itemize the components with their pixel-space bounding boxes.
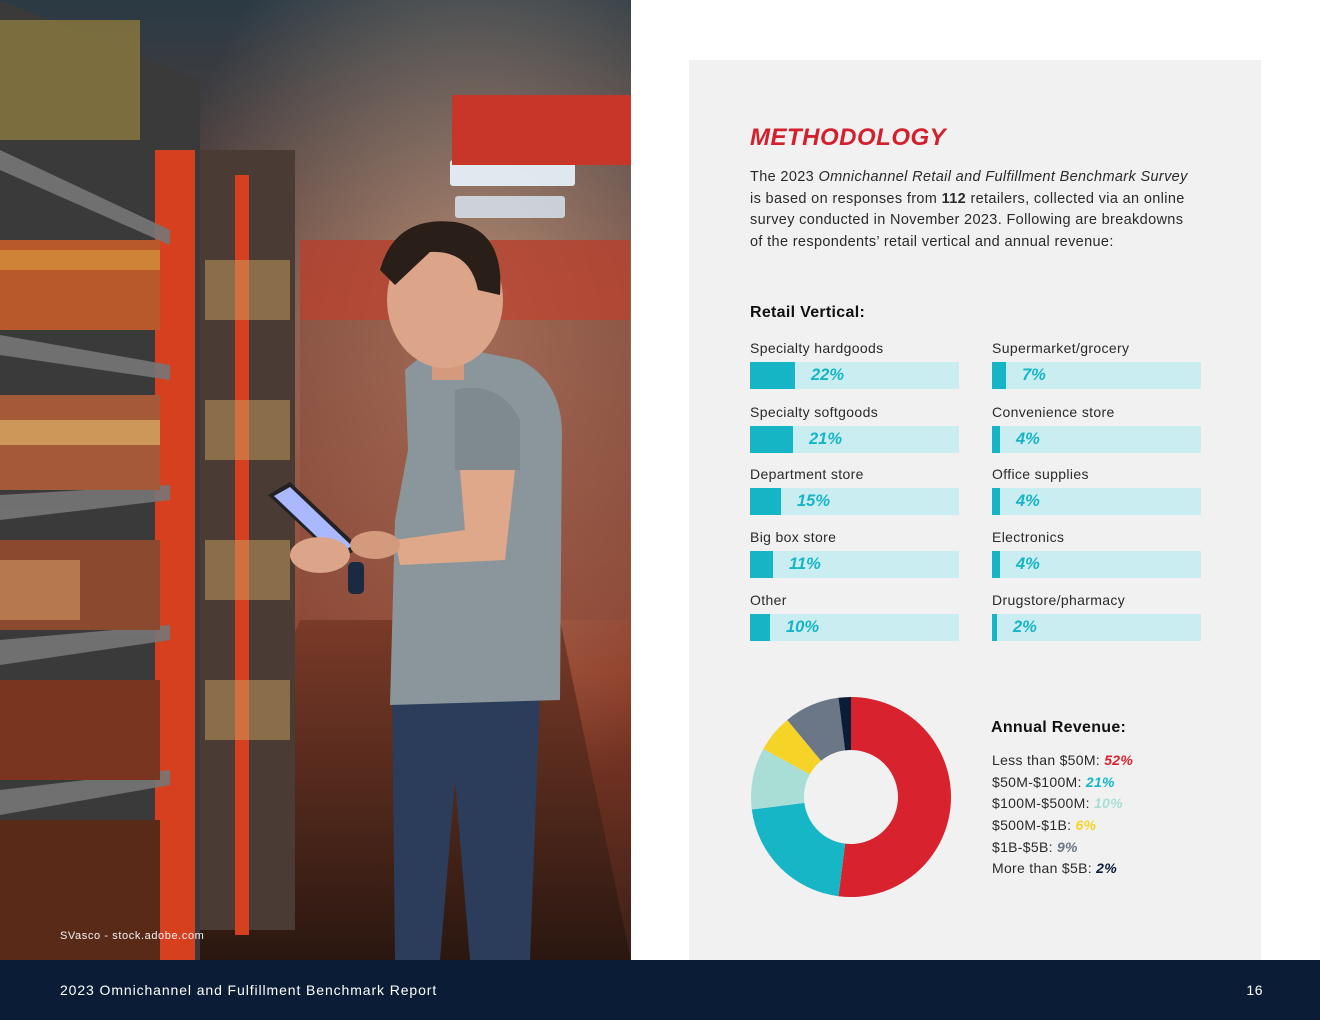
bar-fill [750,551,773,578]
revenue-legend-item: $50M-$100M: 21% [992,772,1133,794]
bar-label: Specialty softgoods [750,404,879,420]
retail-vertical-item: Specialty hardgoods 22% [750,338,960,389]
bar-percent: 10% [786,618,820,636]
report-title: 2023 Omnichannel and Fulfillment Benchma… [60,982,438,998]
bar-fill [992,488,1000,515]
bar-percent: 21% [809,430,843,448]
page-footer: 2023 Omnichannel and Fulfillment Benchma… [0,960,1320,1020]
donut-slice [838,697,851,751]
bar-track: 4% [992,488,1201,515]
intro-text-2: is based on responses from [750,190,942,207]
revenue-label: $500M-$1B: [992,817,1076,834]
photo-credit: SVasco - stock.adobe.com [60,930,205,942]
bar-fill [750,488,781,515]
revenue-percent: 10% [1093,795,1123,812]
shopper-illustration [0,0,631,960]
bar-track: 11% [750,551,959,578]
revenue-legend-item: $1B-$5B: 9% [992,837,1133,859]
methodology-panel: METHODOLOGY The 2023 Omnichannel Retail … [689,60,1261,960]
bar-percent: 2% [1013,618,1037,636]
bar-percent: 11% [789,555,821,573]
retail-vertical-item: Big box store 11% [750,527,960,578]
bar-label: Drugstore/pharmacy [992,592,1126,608]
bar-fill [992,614,997,641]
bar-fill [750,426,793,453]
donut-slice [763,719,822,775]
bar-track: 10% [750,614,959,641]
bar-percent: 22% [811,366,845,384]
revenue-percent: 52% [1104,752,1134,768]
bar-percent: 4% [1016,492,1040,510]
annual-revenue-title: Annual Revenue: [991,719,1127,736]
bar-label: Supermarket/grocery [992,340,1130,356]
retail-vertical-item: Other 10% [750,590,960,641]
donut-slice [751,748,810,810]
retail-vertical-item: Office supplies 4% [992,464,1202,515]
revenue-percent: 21% [1085,773,1115,790]
bar-fill [750,362,795,389]
revenue-legend-item: More than $5B: 2% [992,858,1133,880]
bar-track: 2% [992,614,1201,641]
section-heading: METHODOLOGY [750,124,947,151]
revenue-percent: 9% [1056,838,1078,855]
survey-title: Omnichannel Retail and Fulfillment Bench… [818,169,1188,185]
revenue-label: $50M-$100M: [992,773,1086,790]
shopper-photo: SVasco - stock.adobe.com [0,0,631,960]
donut-slice [838,697,951,897]
revenue-legend-item: $500M-$1B: 6% [992,815,1133,837]
retail-vertical-item: Supermarket/grocery 7% [992,338,1202,389]
revenue-label: More than $5B: [992,860,1097,877]
bar-label: Big box store [750,529,837,545]
donut-slice [787,697,846,761]
annual-revenue-legend: Less than $50M: 52% $50M-$100M: 21% $100M-… [992,750,1133,880]
bar-label: Other [750,592,787,608]
retail-vertical-item: Department store 15% [750,464,960,515]
bar-label: Electronics [992,529,1065,545]
revenue-percent: 2% [1096,860,1117,877]
bar-fill [992,551,1000,578]
intro-paragraph: The 2023 Omnichannel Retail and Fulfillm… [750,167,1200,254]
bar-track: 4% [992,551,1201,578]
revenue-percent: 6% [1075,817,1097,834]
bar-track: 21% [750,426,959,453]
bar-percent: 15% [797,492,831,510]
bar-label: Convenience store [992,404,1115,420]
intro-text-1: The 2023 [750,169,819,185]
revenue-label: $100M-$500M: [992,795,1094,812]
bar-fill [992,362,1006,389]
revenue-legend-item: $100M-$500M: 10% [992,793,1133,815]
revenue-label: $1B-$5B: [992,838,1057,855]
annual-revenue-donut-chart [751,697,951,897]
retail-vertical-item: Drugstore/pharmacy 2% [992,590,1202,641]
bar-percent: 4% [1016,430,1040,448]
retail-vertical-item: Specialty softgoods 21% [750,402,960,453]
bar-fill [992,426,1000,453]
respondent-count: 112 [941,190,967,207]
donut-slice [751,802,846,897]
shopper-figure [268,221,562,960]
bar-track: 4% [992,426,1201,453]
bar-label: Office supplies [992,466,1089,482]
bar-track: 22% [750,362,959,389]
retail-vertical-title: Retail Vertical: [750,304,866,321]
bar-percent: 4% [1016,555,1040,573]
page-number: 16 [1246,982,1263,998]
bar-track: 7% [992,362,1201,389]
intro-text-3: retailers, collected via an online surve… [750,190,1185,251]
retail-vertical-item: Electronics 4% [992,527,1202,578]
bar-label: Department store [750,466,864,482]
revenue-label: Less than $50M: [992,752,1105,768]
retail-vertical-item: Convenience store 4% [992,402,1202,453]
bar-track: 15% [750,488,959,515]
bar-fill [750,614,770,641]
bar-label: Specialty hardgoods [750,340,884,356]
revenue-legend-item: Less than $50M: 52% [992,750,1133,772]
bar-percent: 7% [1022,366,1046,384]
